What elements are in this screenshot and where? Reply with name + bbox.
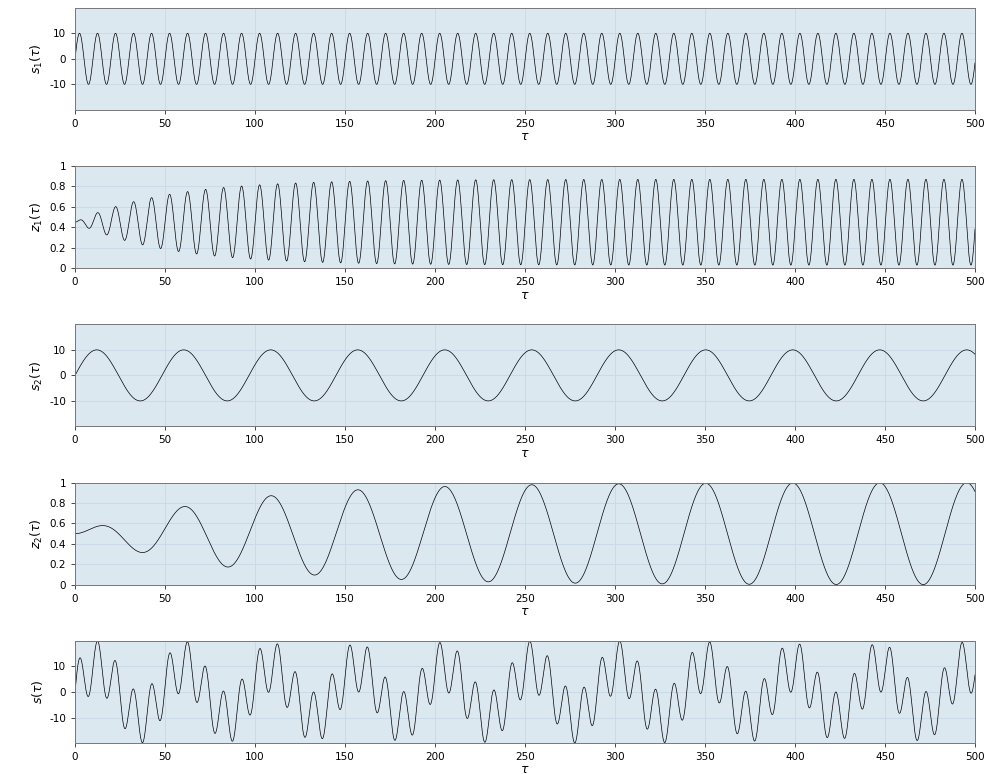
Y-axis label: $s_2(\tau)$: $s_2(\tau)$ <box>29 360 45 391</box>
X-axis label: $\tau$: $\tau$ <box>520 447 530 460</box>
Y-axis label: $z_2(\tau)$: $z_2(\tau)$ <box>29 519 45 549</box>
Y-axis label: $s(\tau)$: $s(\tau)$ <box>30 680 45 704</box>
Y-axis label: $z_1(\tau)$: $z_1(\tau)$ <box>29 202 45 232</box>
Y-axis label: $s_1(\tau)$: $s_1(\tau)$ <box>29 43 45 74</box>
X-axis label: $\tau$: $\tau$ <box>520 763 530 774</box>
X-axis label: $\tau$: $\tau$ <box>520 289 530 302</box>
X-axis label: $\tau$: $\tau$ <box>520 605 530 618</box>
X-axis label: $\tau$: $\tau$ <box>520 130 530 143</box>
